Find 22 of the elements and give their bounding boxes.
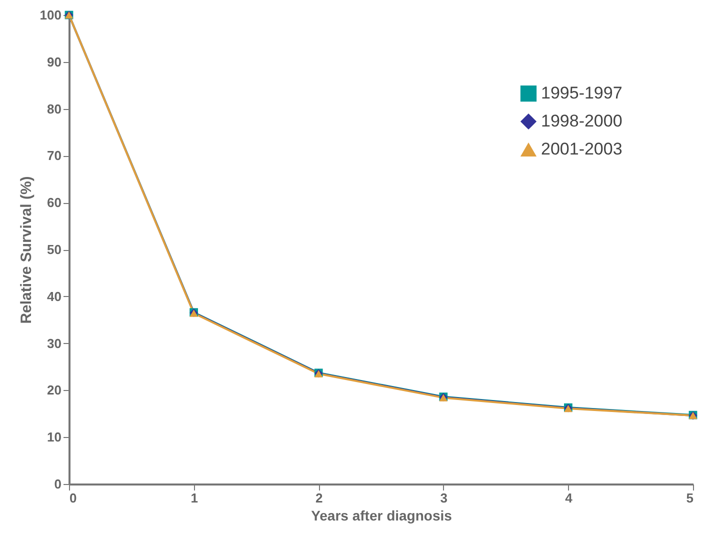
x-tick-label: 3 bbox=[440, 490, 448, 506]
x-axis-title: Years after diagnosis bbox=[311, 508, 452, 524]
y-tick-label: 10 bbox=[47, 430, 62, 445]
x-tick-label: 5 bbox=[686, 490, 694, 506]
x-tick-label: 4 bbox=[565, 490, 574, 506]
y-tick-label: 50 bbox=[47, 242, 62, 257]
legend-label: 2001-2003 bbox=[541, 140, 622, 158]
y-tick-label: 70 bbox=[47, 148, 62, 164]
y-tick-label: 100 bbox=[40, 8, 62, 22]
y-tick-label: 40 bbox=[47, 288, 62, 304]
y-axis-title: Relative Survival (%) bbox=[18, 176, 35, 324]
y-tick-label: 0 bbox=[54, 476, 62, 492]
y-tick-label: 30 bbox=[47, 336, 62, 351]
y-tick-label: 90 bbox=[47, 54, 62, 70]
legend-label: 1995-1997 bbox=[541, 84, 622, 102]
x-tick-label: 0 bbox=[70, 490, 77, 506]
y-tick-label: 80 bbox=[47, 101, 62, 116]
legend-label: 1998-2000 bbox=[541, 112, 622, 130]
y-tick-label: 60 bbox=[47, 195, 62, 210]
x-tick-label: 2 bbox=[315, 490, 323, 506]
x-tick-label: 1 bbox=[190, 490, 198, 506]
y-tick-label: 20 bbox=[47, 382, 62, 398]
